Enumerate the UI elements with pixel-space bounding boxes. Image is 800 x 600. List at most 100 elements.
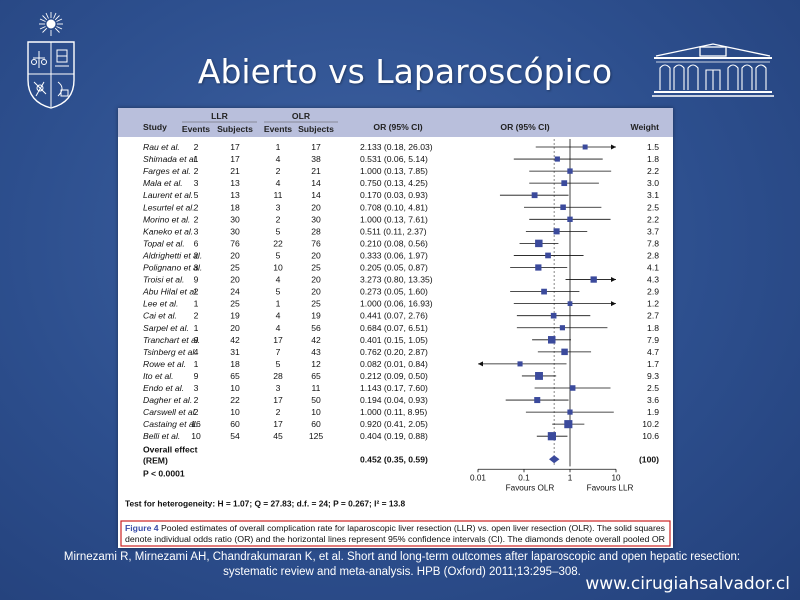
weight-cell: 4.3 [647, 275, 659, 285]
olr-subjects-cell: 28 [311, 226, 321, 236]
llr-subjects-cell: 19 [230, 311, 240, 321]
olr-events-cell: 22 [273, 238, 283, 248]
weight-cell: 9.3 [647, 371, 659, 381]
or-plot-header: OR (95% CI) [500, 122, 549, 132]
olr-events-cell: 5 [276, 359, 281, 369]
study-name: Topal et al. [143, 238, 185, 248]
llr-subjects-cell: 13 [230, 178, 240, 188]
study-marker [541, 288, 547, 295]
study-column-header: Study [143, 122, 167, 132]
weight-cell: 4.1 [647, 263, 659, 273]
study-marker [567, 301, 573, 307]
study-name: Abu Hilal et al. [142, 287, 198, 297]
olr-subjects-cell: 43 [311, 347, 321, 357]
olr-subjects-cell: 20 [311, 250, 321, 260]
or-ci-cell: 3.273 (0.80, 13.35) [360, 275, 433, 285]
olr-subjects-cell: 25 [311, 299, 321, 309]
llr-events-cell: 9 [194, 335, 199, 345]
olr-events-cell: 2 [276, 407, 281, 417]
llr-events-cell: 1 [194, 323, 199, 333]
study-name: Mala et al. [143, 178, 183, 188]
weight-cell: 1.8 [647, 154, 659, 164]
olr-subjects-cell: 21 [311, 166, 321, 176]
llr-events-cell: 2 [194, 166, 199, 176]
or-ci-cell: 0.082 (0.01, 0.84) [360, 359, 428, 369]
x-axis-tick-label: 0.1 [518, 473, 530, 482]
llr-subjects-cell: 42 [230, 335, 240, 345]
llr-subjects-cell: 25 [230, 299, 240, 309]
olr-group-header: OLR [292, 111, 311, 121]
or-ci-cell: 0.684 (0.07, 6.51) [360, 323, 428, 333]
olr-subjects-cell: 76 [311, 238, 321, 248]
llr-subjects-cell: 17 [230, 142, 240, 152]
hospital-building-logo [652, 43, 774, 97]
weight-cell: 1.2 [647, 299, 659, 309]
llr-events-cell: 16 [191, 419, 201, 429]
p-value: P < 0.0001 [143, 468, 185, 478]
olr-events-cell: 4 [276, 154, 281, 164]
overall-or-ci: 0.452 (0.35, 0.59) [360, 454, 428, 464]
llr-subjects-cell: 20 [230, 323, 240, 333]
or-ci-cell: 0.531 (0.06, 5.14) [360, 154, 428, 164]
llr-events-cell: 3 [194, 226, 199, 236]
olr-events-cell: 4 [276, 275, 281, 285]
study-name: Castaing et al. [143, 419, 198, 429]
study-marker [590, 276, 597, 283]
weight-cell: 10.6 [642, 431, 659, 441]
study-marker [559, 325, 565, 331]
study-marker [535, 239, 543, 248]
olr-subjects-cell: 11 [312, 383, 321, 393]
llr-subjects-cell: 20 [230, 250, 240, 260]
caption-line-2: denote individual odds ratio (OR) and th… [125, 535, 665, 544]
olr-events-cell: 10 [273, 263, 283, 273]
study-name: Shimada et al. [143, 154, 198, 164]
olr-events-cell: 17 [273, 395, 283, 405]
olr-events-cell: 1 [276, 299, 281, 309]
study-name: Tsinberg et al. [143, 347, 197, 357]
or-ci-cell: 0.205 (0.05, 0.87) [360, 263, 428, 273]
website-url: www.cirugiahsalvador.cl [585, 574, 790, 594]
olr-subjects-cell: 50 [311, 395, 321, 405]
llr-events-cell: 2 [194, 214, 199, 224]
caption-line-1-text: Pooled estimates of overall complication… [161, 524, 665, 533]
or-ci-cell: 1.143 (0.17, 7.60) [360, 383, 428, 393]
weight-cell: 10.2 [642, 419, 659, 429]
weight-cell: 1.5 [647, 142, 659, 152]
caption-box [120, 520, 671, 547]
citation-line-1: Mirnezami R, Mirnezami AH, Chandrakumara… [63, 551, 741, 563]
study-name: Lee et al. [143, 299, 178, 309]
or-ci-cell: 0.170 (0.03, 0.93) [360, 190, 428, 200]
or-ci-cell: 0.194 (0.04, 0.93) [360, 395, 428, 405]
olr-subjects-cell: 20 [311, 275, 321, 285]
favours-olr-label: Favours OLR [506, 483, 555, 492]
llr-group-header: LLR [211, 111, 228, 121]
llr-subjects-cell: 24 [230, 287, 240, 297]
or-ci-cell: 1.000 (0.06, 16.93) [360, 299, 433, 309]
weight-column-header: Weight [631, 122, 660, 132]
llr-events-cell: 2 [194, 202, 199, 212]
overall-weight: (100) [639, 454, 659, 464]
caption-figure-label: Figure 4 [125, 524, 161, 533]
weight-cell: 7.9 [647, 335, 659, 345]
study-marker [564, 420, 573, 429]
llr-subjects-cell: 54 [230, 431, 240, 441]
or-ci-cell: 0.441 (0.07, 2.76) [360, 311, 428, 321]
heterogeneity-text: Test for heterogeneity: H = 1.07; Q = 27… [125, 498, 405, 508]
pooled-diamond [549, 455, 560, 464]
llr-events-cell: 3 [194, 383, 199, 393]
weight-cell: 2.5 [647, 202, 659, 212]
llr-subjects-cell: 18 [230, 202, 240, 212]
olr-subjects-cell: 20 [311, 202, 321, 212]
olr-events-header: Events [264, 124, 292, 134]
study-name: Rowe et al. [143, 359, 186, 369]
llr-subjects-cell: 30 [230, 226, 240, 236]
study-name: Carswell et al. [143, 407, 197, 417]
study-marker [517, 361, 523, 367]
llr-subjects-header: Subjects [217, 124, 253, 134]
llr-subjects-cell: 13 [230, 190, 240, 200]
olr-events-cell: 1 [276, 142, 281, 152]
olr-events-cell: 2 [276, 214, 281, 224]
weight-cell: 1.9 [647, 407, 659, 417]
llr-events-cell: 10 [191, 431, 201, 441]
olr-events-cell: 4 [276, 178, 281, 188]
